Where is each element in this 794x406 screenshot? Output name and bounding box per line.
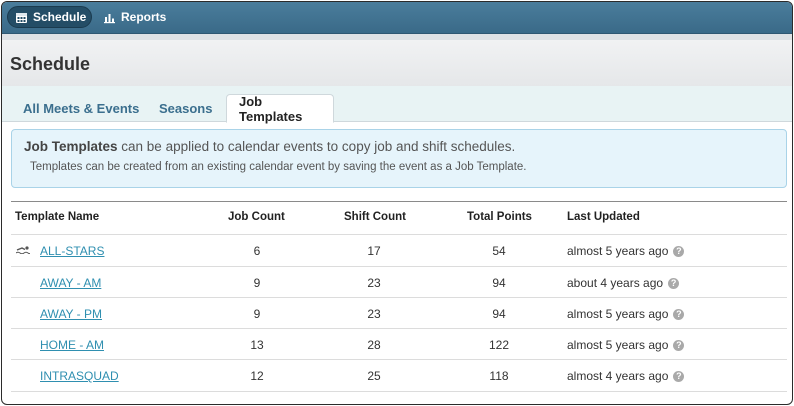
info-text-secondary: Templates can be created from an existin… — [30, 161, 527, 173]
job-count-cell: 13 — [250, 338, 264, 352]
job-count-cell: 6 — [253, 244, 261, 258]
last-updated-cell: almost 5 years ago? — [567, 338, 685, 352]
job-count-cell: 9 — [253, 307, 261, 321]
template-name-link[interactable]: AWAY - PM — [40, 307, 103, 321]
calendar-icon — [16, 12, 27, 23]
nav-schedule-label: Schedule — [33, 10, 87, 24]
last-updated-cell: almost 5 years ago? — [567, 307, 685, 321]
shift-count-cell: 17 — [367, 244, 381, 258]
total-points-cell: 54 — [492, 244, 506, 258]
template-name-link[interactable]: ALL-STARS — [40, 244, 105, 258]
template-name-link[interactable]: HOME - AM — [40, 338, 105, 352]
table-row: HOME - AM 13 28 122 almost 5 years ago? — [11, 328, 787, 359]
page-title: Schedule — [10, 54, 91, 74]
help-icon[interactable]: ? — [673, 340, 685, 351]
total-points-cell: 94 — [492, 307, 506, 321]
table-top-divider — [11, 201, 787, 202]
info-rest: can be applied to calendar events to cop… — [117, 139, 516, 154]
last-updated-cell: about 4 years ago? — [567, 276, 680, 290]
template-name-link[interactable]: INTRASQUAD — [40, 369, 119, 383]
last-updated-text: almost 4 years ago — [567, 369, 669, 383]
table-row: INTRASQUAD 12 25 118 almost 4 years ago? — [11, 359, 787, 390]
total-points-cell: 94 — [492, 276, 506, 290]
tab-bar: All Meets & Events Seasons Job Templates — [2, 86, 792, 124]
table-row: AWAY - PM 9 23 94 almost 5 years ago? — [11, 297, 787, 328]
tab-all-meets-events[interactable]: All Meets & Events — [23, 100, 140, 116]
last-updated-text: about 4 years ago — [567, 276, 664, 290]
info-text-primary: Job Templates can be applied to calendar… — [24, 139, 515, 154]
table-row: AWAY - AM 9 23 94 about 4 years ago? — [11, 266, 787, 297]
info-box: Job Templates can be applied to calendar… — [11, 129, 787, 188]
header-template-name[interactable]: Template Name — [15, 211, 100, 223]
header-job-count[interactable]: Job Count — [228, 211, 285, 223]
last-updated-text: almost 5 years ago — [567, 338, 669, 352]
shift-count-cell: 28 — [367, 338, 381, 352]
info-strong: Job Templates — [24, 139, 118, 154]
job-count-cell: 12 — [250, 369, 264, 383]
last-updated-text: almost 5 years ago — [567, 307, 669, 321]
total-points-cell: 118 — [489, 369, 509, 383]
nav-reports-button[interactable]: Reports — [96, 6, 173, 28]
header-total-points[interactable]: Total Points — [467, 211, 532, 223]
swimmer-icon — [16, 246, 30, 254]
table-row: ALL-STARS 6 17 54 almost 5 years ago? — [11, 234, 787, 265]
last-updated-cell: almost 5 years ago? — [567, 244, 685, 258]
template-name-link[interactable]: AWAY - AM — [40, 276, 102, 290]
table-bottom-divider — [11, 391, 787, 392]
last-updated-text: almost 5 years ago — [567, 244, 669, 258]
job-count-cell: 9 — [253, 276, 261, 290]
help-icon[interactable]: ? — [668, 278, 680, 289]
top-nav-bar: Schedule Reports — [2, 2, 792, 34]
tab-job-templates[interactable]: Job Templates — [226, 94, 334, 124]
bar-chart-icon — [104, 13, 115, 23]
help-icon[interactable]: ? — [673, 309, 685, 320]
nav-reports-label: Reports — [121, 10, 167, 24]
help-icon[interactable]: ? — [673, 246, 685, 257]
shift-count-cell: 23 — [367, 307, 381, 321]
total-points-cell: 122 — [488, 338, 510, 352]
nav-schedule-button[interactable]: Schedule — [7, 6, 92, 28]
tab-seasons[interactable]: Seasons — [159, 100, 213, 116]
page-header — [2, 34, 792, 86]
last-updated-cell: almost 4 years ago? — [567, 369, 685, 383]
header-shift-count[interactable]: Shift Count — [344, 211, 406, 223]
header-last-updated[interactable]: Last Updated — [567, 211, 640, 223]
help-icon[interactable]: ? — [673, 371, 685, 382]
shift-count-cell: 23 — [367, 276, 381, 290]
shift-count-cell: 25 — [367, 369, 381, 383]
